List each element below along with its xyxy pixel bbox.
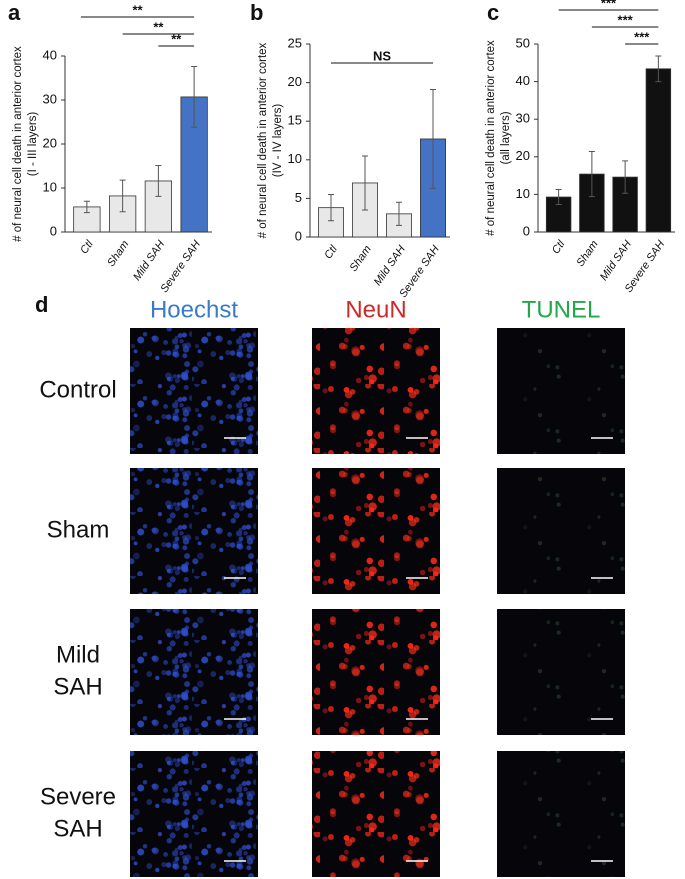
error-bar (155, 165, 162, 197)
y-tick-label: 50 (516, 35, 530, 50)
x-tick-label: Mild SAH (598, 238, 634, 282)
y-tick-label: 30 (43, 91, 57, 106)
error-bar (396, 201, 402, 226)
micrograph (497, 328, 625, 454)
error-bar (328, 194, 334, 222)
y-axis-label: # of neural cell death in anterior corte… (485, 40, 497, 236)
y-axis-label: # of neural cell death in anterior corte… (257, 42, 269, 238)
y-axis-label: (all layers) (500, 111, 512, 164)
significance-label: NS (373, 48, 391, 63)
x-tick-label: Ctl (78, 238, 96, 256)
y-tick-label: 20 (43, 135, 57, 150)
error-bar (430, 89, 436, 189)
panel-label: a (8, 0, 21, 25)
y-tick-label: 40 (43, 47, 57, 62)
y-tick-label: 0 (50, 223, 57, 238)
y-axis-label: (IV - IV layers) (272, 104, 284, 178)
column-header: Hoechst (150, 296, 238, 323)
x-tick-label: Sham (105, 239, 131, 269)
micrograph (312, 468, 440, 594)
micrograph (497, 609, 625, 735)
y-axis-label: # of neural cell death in anterior corte… (12, 46, 24, 242)
row-label: SAH (53, 815, 102, 842)
y-tick-label: 40 (516, 73, 530, 88)
significance-label: *** (601, 0, 617, 10)
column-header: NeuN (345, 296, 406, 323)
error-bar (655, 55, 662, 83)
bar (645, 68, 672, 233)
row-label: Sham (47, 516, 110, 543)
micrograph (312, 328, 440, 454)
y-tick-label: 30 (516, 111, 530, 126)
y-tick-label: 10 (516, 186, 530, 201)
row-label: SAH (53, 673, 102, 700)
micrograph (130, 468, 258, 594)
y-tick-label: 10 (288, 151, 302, 166)
micrograph (497, 468, 625, 594)
y-tick-label: 0 (295, 228, 302, 243)
row-label: Control (39, 376, 116, 403)
y-tick-label: 10 (43, 179, 57, 194)
error-bar (588, 151, 595, 198)
significance-label: ** (132, 2, 143, 17)
column-header: TUNEL (522, 296, 601, 323)
error-bar (119, 179, 126, 213)
significance-label: *** (634, 29, 650, 44)
panel-label: d (35, 292, 48, 317)
row-label: Severe (40, 783, 116, 810)
panel-label: c (487, 0, 499, 25)
error-bar (622, 160, 629, 194)
y-tick-label: 20 (516, 148, 530, 163)
significance-label: ** (171, 31, 182, 46)
micrograph (130, 609, 258, 735)
error-bar (362, 155, 368, 211)
row-label: Mild (56, 641, 100, 668)
error-bar (191, 66, 198, 128)
error-bar (555, 189, 562, 206)
significance-label: *** (618, 12, 634, 27)
micrograph (130, 751, 258, 877)
micrograph (497, 751, 625, 877)
x-tick-label: Ctl (550, 238, 568, 256)
x-tick-label: Sham (574, 239, 600, 269)
y-tick-label: 25 (288, 35, 302, 50)
significance-label: ** (153, 19, 164, 34)
panel-label: b (250, 0, 263, 25)
x-tick-label: Sham (348, 244, 374, 274)
micrograph (312, 609, 440, 735)
error-bar (83, 200, 90, 214)
y-tick-label: 5 (295, 190, 302, 205)
micrograph (130, 328, 258, 454)
x-tick-label: Mild SAH (131, 238, 167, 282)
y-tick-label: 15 (288, 113, 302, 128)
y-tick-label: 20 (288, 74, 302, 89)
y-tick-label: 0 (523, 223, 530, 238)
x-tick-label: Mild SAH (372, 243, 408, 287)
y-axis-label: (I - III layers) (27, 112, 39, 177)
x-tick-label: Ctl (322, 243, 340, 261)
micrograph (312, 751, 440, 877)
